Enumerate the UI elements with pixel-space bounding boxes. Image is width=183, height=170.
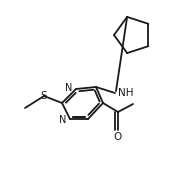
Text: S: S [41,91,47,101]
Text: N: N [59,115,66,125]
Text: NH: NH [118,88,134,98]
Text: N: N [65,83,72,93]
Text: O: O [114,132,122,142]
